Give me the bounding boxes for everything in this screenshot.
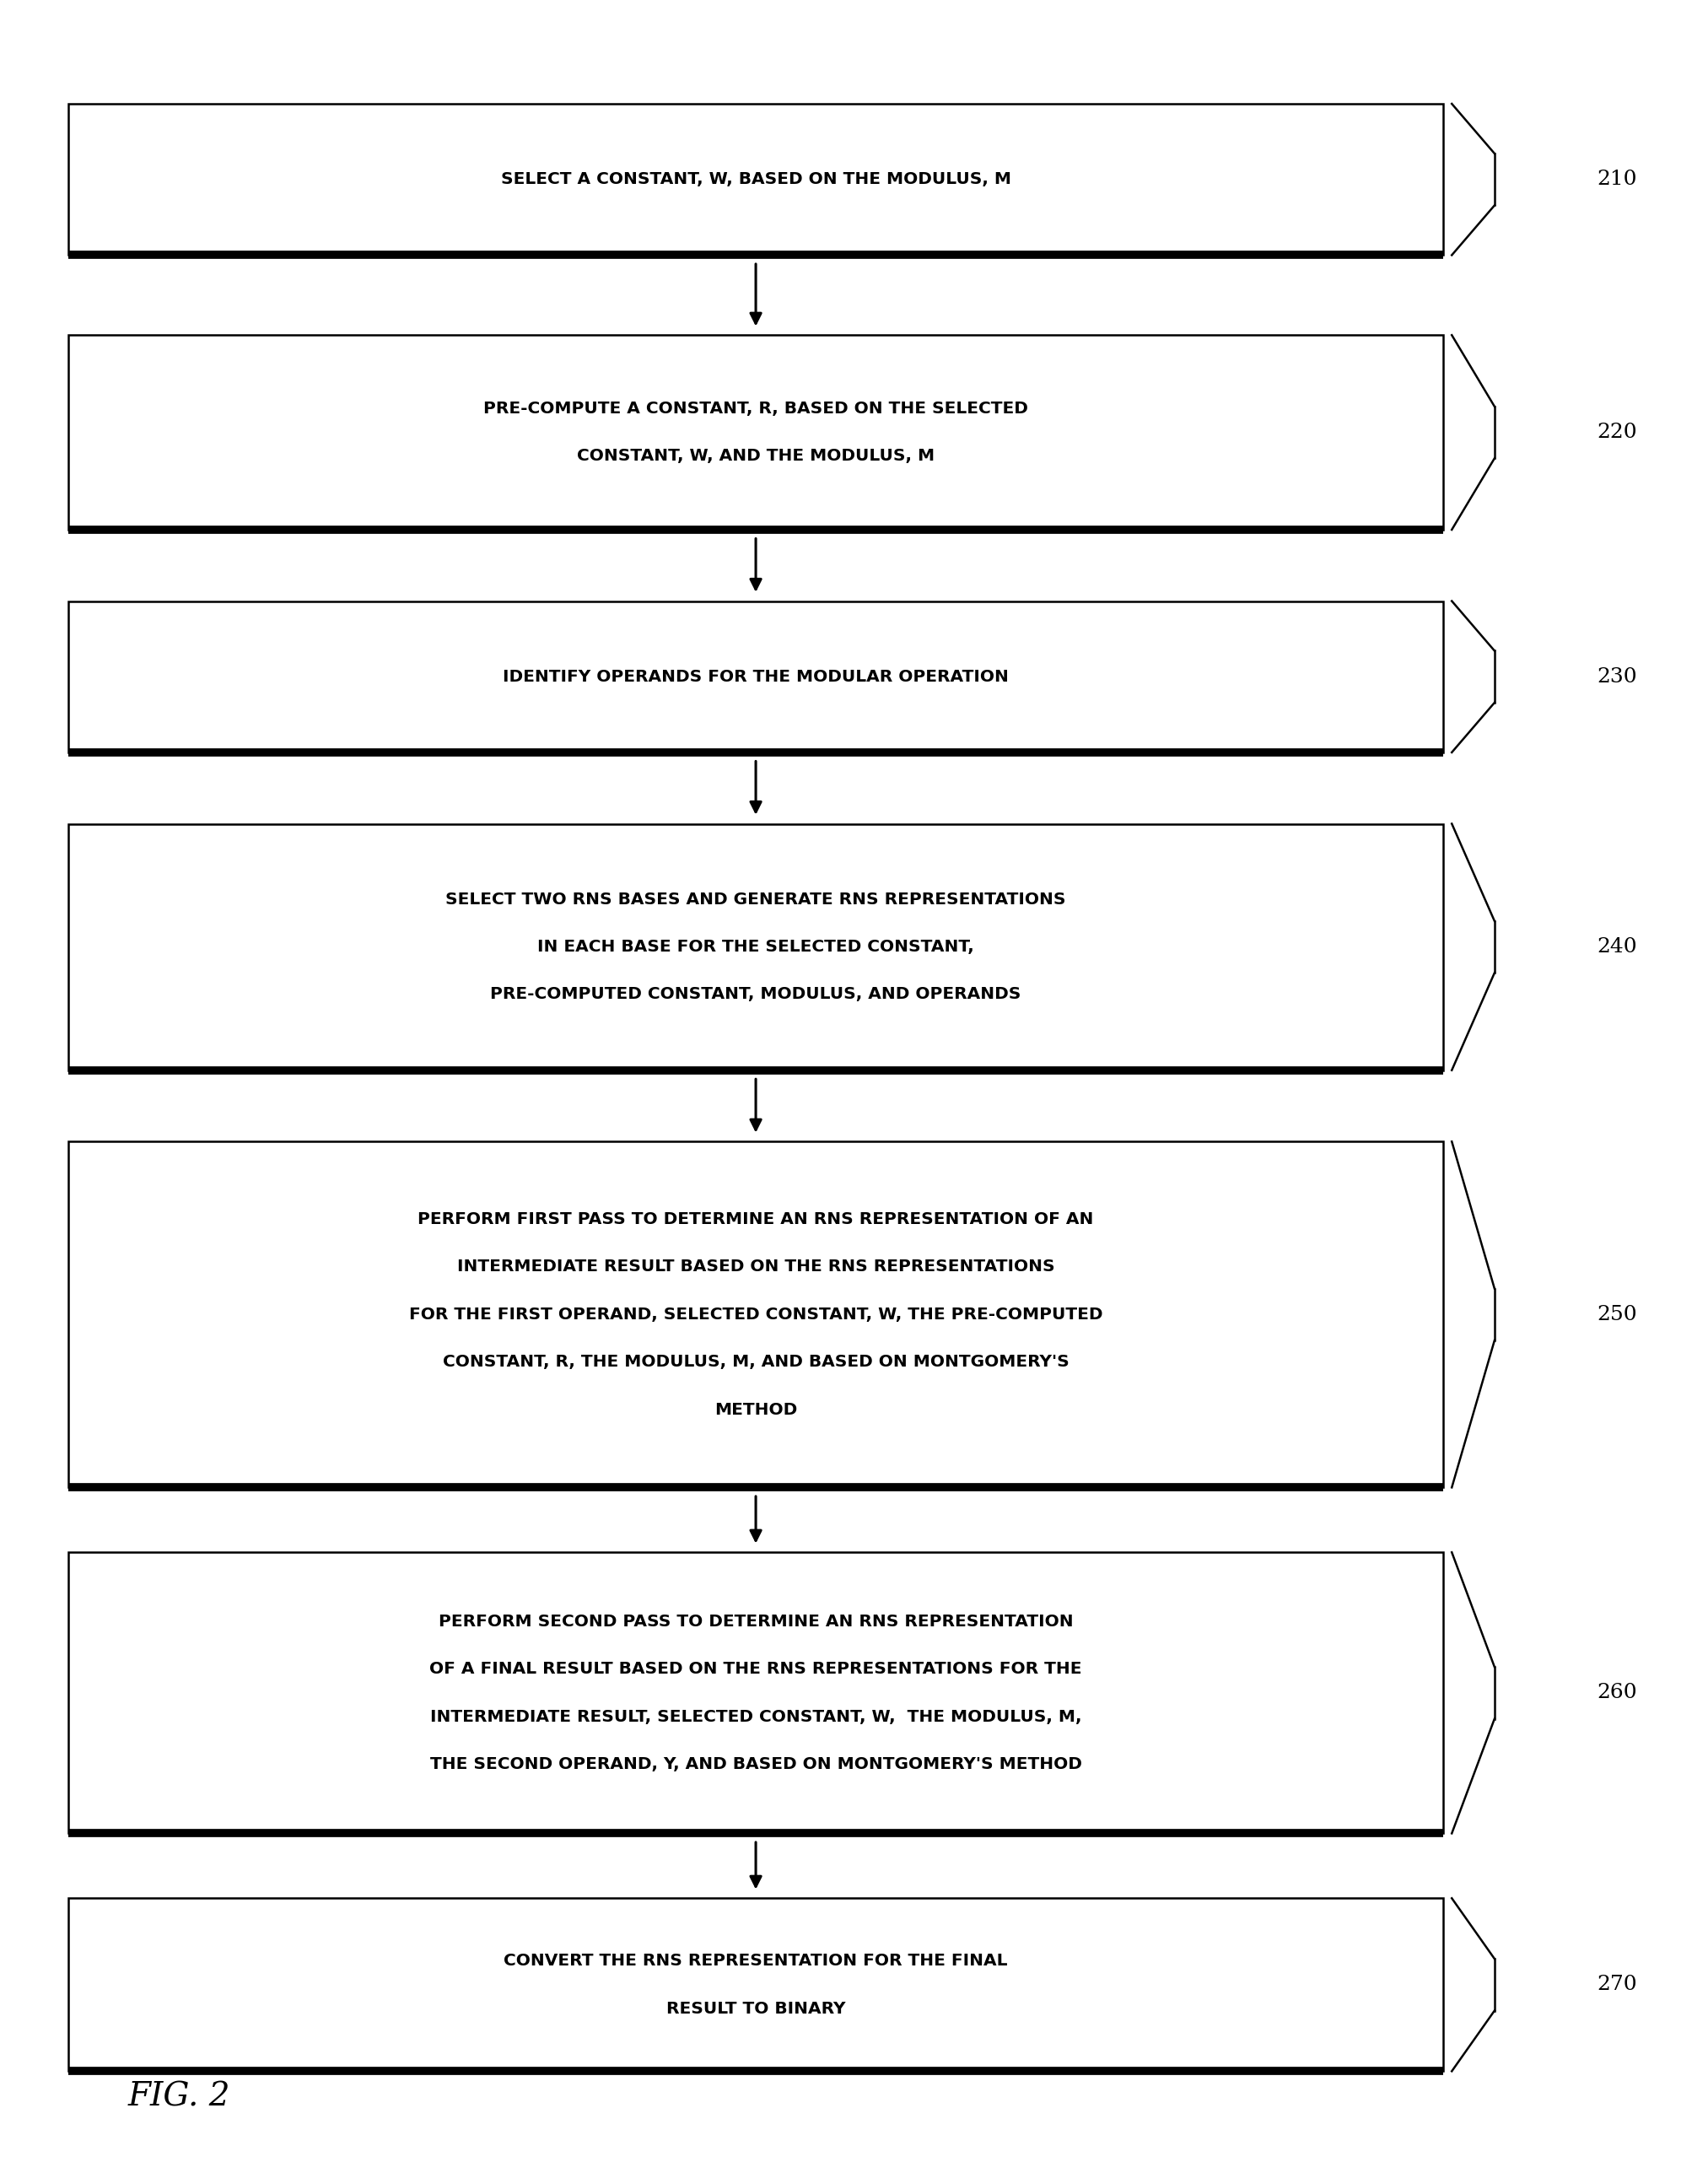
Text: 240: 240 <box>1597 938 1638 956</box>
Text: INTERMEDIATE RESULT BASED ON THE RNS REPRESENTATIONS: INTERMEDIATE RESULT BASED ON THE RNS REP… <box>458 1258 1054 1276</box>
Text: 230: 230 <box>1597 668 1638 685</box>
Text: PERFORM SECOND PASS TO DETERMINE AN RNS REPRESENTATION: PERFORM SECOND PASS TO DETERMINE AN RNS … <box>439 1613 1073 1630</box>
Text: METHOD: METHOD <box>714 1401 798 1418</box>
Text: RESULT TO BINARY: RESULT TO BINARY <box>666 2000 845 2017</box>
Text: 250: 250 <box>1597 1306 1638 1323</box>
Text: CONSTANT, W, AND THE MODULUS, M: CONSTANT, W, AND THE MODULUS, M <box>577 448 934 465</box>
Text: PERFORM FIRST PASS TO DETERMINE AN RNS REPRESENTATION OF AN: PERFORM FIRST PASS TO DETERMINE AN RNS R… <box>418 1211 1093 1228</box>
Text: PRE-COMPUTE A CONSTANT, R, BASED ON THE SELECTED: PRE-COMPUTE A CONSTANT, R, BASED ON THE … <box>483 400 1028 417</box>
Text: 260: 260 <box>1597 1684 1638 1701</box>
Bar <box>68 1142 1443 1487</box>
Bar <box>68 1552 1443 1833</box>
Text: CONSTANT, R, THE MODULUS, M, AND BASED ON MONTGOMERY'S: CONSTANT, R, THE MODULUS, M, AND BASED O… <box>442 1353 1069 1371</box>
Text: IDENTIFY OPERANDS FOR THE MODULAR OPERATION: IDENTIFY OPERANDS FOR THE MODULAR OPERAT… <box>502 668 1009 685</box>
Bar <box>68 1898 1443 2071</box>
Text: THE SECOND OPERAND, Y, AND BASED ON MONTGOMERY'S METHOD: THE SECOND OPERAND, Y, AND BASED ON MONT… <box>430 1756 1081 1773</box>
Text: 210: 210 <box>1597 171 1636 188</box>
Text: IN EACH BASE FOR THE SELECTED CONSTANT,: IN EACH BASE FOR THE SELECTED CONSTANT, <box>538 938 974 956</box>
Text: FIG. 2: FIG. 2 <box>128 2082 231 2112</box>
Text: OF A FINAL RESULT BASED ON THE RNS REPRESENTATIONS FOR THE: OF A FINAL RESULT BASED ON THE RNS REPRE… <box>430 1660 1081 1678</box>
Bar <box>68 824 1443 1070</box>
Text: CONVERT THE RNS REPRESENTATION FOR THE FINAL: CONVERT THE RNS REPRESENTATION FOR THE F… <box>504 1952 1008 1970</box>
Text: 270: 270 <box>1597 1976 1638 1993</box>
Text: PRE-COMPUTED CONSTANT, MODULUS, AND OPERANDS: PRE-COMPUTED CONSTANT, MODULUS, AND OPER… <box>490 986 1021 1003</box>
Bar <box>68 104 1443 255</box>
Text: SELECT A CONSTANT, W, BASED ON THE MODULUS, M: SELECT A CONSTANT, W, BASED ON THE MODUL… <box>500 171 1011 188</box>
Bar <box>68 601 1443 752</box>
Text: SELECT TWO RNS BASES AND GENERATE RNS REPRESENTATIONS: SELECT TWO RNS BASES AND GENERATE RNS RE… <box>446 891 1066 908</box>
Text: 220: 220 <box>1597 424 1638 441</box>
Text: FOR THE FIRST OPERAND, SELECTED CONSTANT, W, THE PRE-COMPUTED: FOR THE FIRST OPERAND, SELECTED CONSTANT… <box>408 1306 1103 1323</box>
Text: INTERMEDIATE RESULT, SELECTED CONSTANT, W,  THE MODULUS, M,: INTERMEDIATE RESULT, SELECTED CONSTANT, … <box>430 1708 1081 1725</box>
Bar <box>68 335 1443 530</box>
